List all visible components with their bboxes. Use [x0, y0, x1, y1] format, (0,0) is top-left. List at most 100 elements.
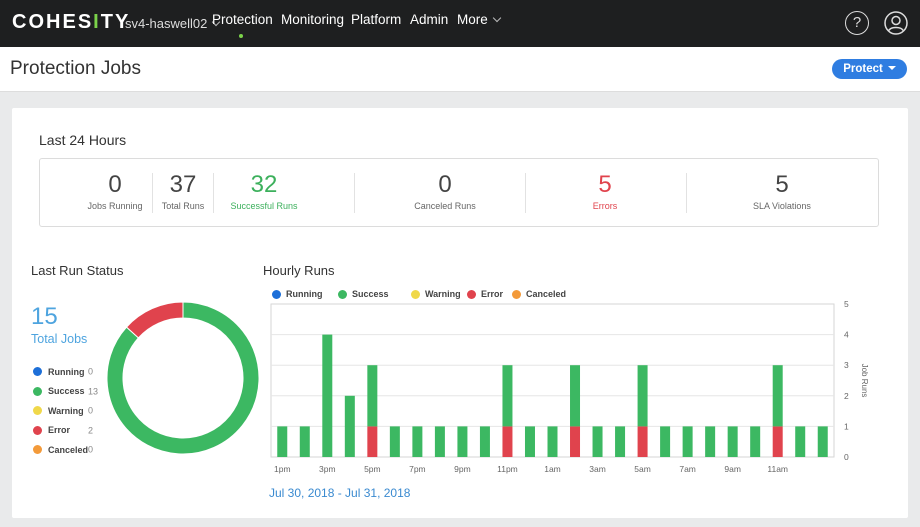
last-24-hours-stats: 0 Jobs Running 37 Total Runs 32 Successf… — [39, 158, 879, 227]
legend-item-running[interactable]: Running 0 — [33, 366, 98, 386]
legend-count: 0 — [88, 366, 94, 377]
bar-success[interactable] — [457, 426, 468, 457]
bar-success[interactable] — [817, 426, 828, 457]
bar-success[interactable] — [502, 365, 513, 427]
legend-dot — [33, 406, 42, 416]
divider — [525, 173, 526, 213]
donut-slice-success[interactable] — [106, 301, 260, 455]
stat-value: 5 — [598, 171, 612, 198]
legend-label: Success — [352, 289, 389, 299]
bar-success[interactable] — [615, 426, 626, 457]
bar-success[interactable] — [547, 426, 558, 457]
bar-success[interactable] — [524, 426, 535, 457]
hourly-legend-warning[interactable]: Warning — [411, 289, 461, 300]
stat-label: Errors — [592, 201, 618, 211]
bar-success[interactable] — [479, 426, 490, 457]
nav-protection[interactable]: Protection — [212, 12, 273, 27]
stat-label: Successful Runs — [230, 201, 298, 211]
hourly-legend-running[interactable]: Running — [272, 289, 323, 300]
legend-count: 2 — [88, 425, 94, 436]
legend-label: Running — [286, 289, 323, 299]
bar-success[interactable] — [705, 426, 716, 457]
page-title: Protection Jobs — [10, 58, 141, 79]
bar-success[interactable] — [277, 426, 288, 457]
stat-errors[interactable]: 5 Errors — [580, 171, 630, 211]
caret-down-icon — [887, 66, 896, 70]
legend-label: Warning — [48, 405, 84, 416]
bar-success[interactable] — [592, 426, 603, 457]
bar-success[interactable] — [344, 395, 355, 457]
bar-success[interactable] — [434, 426, 445, 457]
top-nav-bar: COHESITY sv4-haswell02 Protection Monito… — [0, 0, 920, 47]
user-icon[interactable] — [884, 11, 908, 35]
cohesity-logo[interactable]: COHESITY — [12, 11, 131, 33]
bar-success[interactable] — [660, 426, 671, 457]
stat-canceled-runs[interactable]: 0 Canceled Runs — [405, 171, 485, 211]
legend-item-warning[interactable]: Warning 0 — [33, 405, 98, 425]
legend-dot — [411, 290, 420, 300]
legend-item-canceled[interactable]: Canceled0 — [33, 444, 98, 464]
legend-dot — [33, 425, 42, 435]
x-tick-label: 1pm — [274, 464, 291, 474]
bar-error[interactable] — [772, 426, 783, 457]
nav-more[interactable]: More — [457, 12, 502, 27]
active-nav-indicator — [239, 34, 243, 38]
stat-total-runs[interactable]: 37 Total Runs — [158, 171, 208, 211]
bar-success[interactable] — [412, 426, 423, 457]
x-tick-label: 7pm — [409, 464, 426, 474]
stat-label: Canceled Runs — [414, 201, 476, 211]
stat-value: 5 — [775, 171, 789, 198]
stat-label: Jobs Running — [87, 201, 143, 211]
bar-error[interactable] — [367, 426, 378, 457]
divider — [213, 173, 214, 213]
bar-success[interactable] — [682, 426, 693, 457]
bar-error[interactable] — [570, 426, 581, 457]
legend-dot — [33, 386, 42, 396]
legend-label: Canceled — [526, 289, 567, 299]
bar-error[interactable] — [637, 426, 648, 457]
nav-platform-label: Platform — [351, 12, 402, 27]
bar-success[interactable] — [637, 365, 648, 427]
nav-platform[interactable]: Platform — [351, 12, 401, 27]
bar-success[interactable] — [570, 365, 581, 427]
bar-success[interactable] — [727, 426, 738, 457]
x-tick-label: 3pm — [319, 464, 336, 474]
y-tick-label: 0 — [844, 452, 849, 462]
stat-jobs-running[interactable]: 0 Jobs Running — [86, 171, 144, 211]
legend-label: Error — [481, 289, 504, 299]
dashboard-card: Last 24 Hours 0 Jobs Running 37 Total Ru… — [12, 108, 908, 518]
stat-sla-violations[interactable]: 5 SLA Violations — [740, 171, 824, 211]
legend-label: Warning — [425, 289, 461, 299]
help-icon[interactable]: ? — [845, 11, 869, 35]
bar-success[interactable] — [772, 365, 783, 427]
y-tick-label: 2 — [844, 391, 849, 401]
legend-item-success[interactable]: Success 13 — [33, 386, 98, 406]
cluster-selector[interactable]: sv4-haswell02 — [125, 16, 221, 31]
y-axis-label: Job Runs — [860, 364, 869, 398]
date-range[interactable]: Jul 30, 2018 - Jul 31, 2018 — [269, 486, 411, 500]
bar-success[interactable] — [795, 426, 806, 457]
protect-button-label: Protect — [843, 63, 883, 75]
stat-successful-runs[interactable]: 32 Successful Runs — [225, 171, 303, 211]
hourly-legend-success[interactable]: Success — [338, 289, 389, 300]
legend-item-error[interactable]: Error 2 — [33, 425, 98, 445]
nav-admin[interactable]: Admin — [410, 12, 448, 27]
hourly-runs-chart: 0 1 2 3 4 5 Job Runs 1pm 3pm 5pm 7pm 9pm 11pm 1am 3am 5… — [270, 299, 869, 474]
legend-dot — [272, 290, 281, 300]
divider — [686, 173, 687, 213]
bar-success[interactable] — [322, 334, 333, 457]
nav-monitoring[interactable]: Monitoring — [281, 12, 344, 27]
legend-count: 13 — [88, 386, 99, 397]
x-tick-label: 11pm — [497, 464, 518, 474]
protect-button[interactable]: Protect — [832, 59, 907, 79]
donut-slice-error[interactable] — [125, 301, 184, 339]
legend-dot — [33, 445, 42, 455]
hourly-legend-canceled[interactable]: Canceled — [512, 289, 567, 300]
bar-success[interactable] — [299, 426, 310, 457]
hourly-legend-error[interactable]: Error — [467, 289, 504, 300]
bar-success[interactable] — [389, 426, 400, 457]
total-jobs-label: Total Jobs — [31, 332, 88, 346]
bar-success[interactable] — [367, 365, 378, 427]
bar-success[interactable] — [750, 426, 761, 457]
bar-error[interactable] — [502, 426, 513, 457]
